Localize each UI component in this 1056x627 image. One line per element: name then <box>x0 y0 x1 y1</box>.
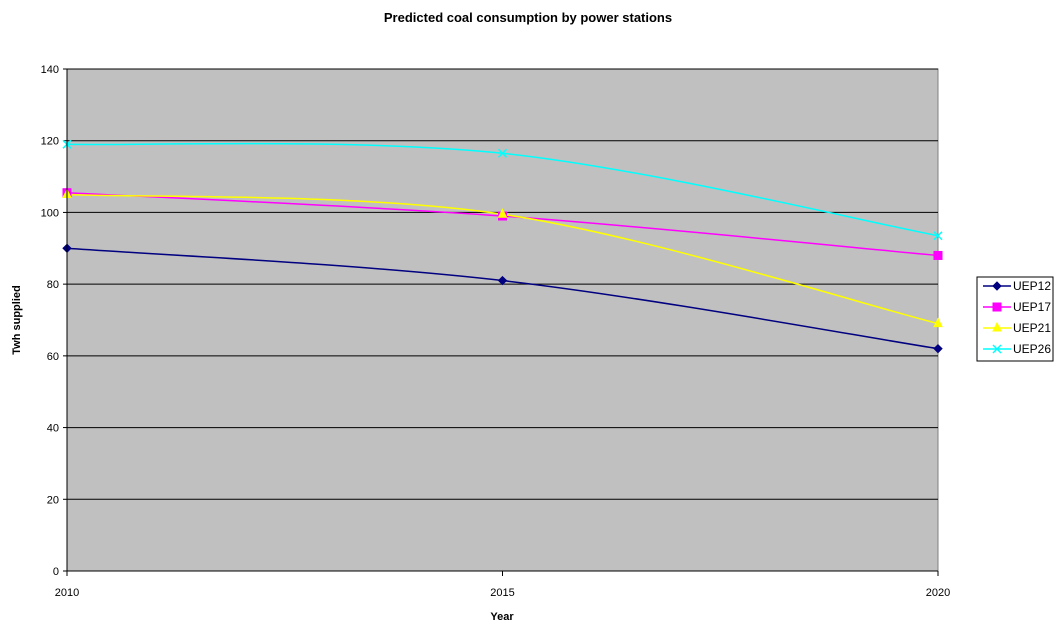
data-point-uep12 <box>933 343 943 354</box>
y-tick-label: 140 <box>41 64 59 76</box>
y-tick-label: 80 <box>47 279 59 291</box>
data-point-uep12 <box>497 275 508 286</box>
y-axis-title: Twh supplied <box>11 285 23 354</box>
x-axis-ticks: 2010 2015 2020 <box>55 571 950 599</box>
data-point-uep21 <box>933 317 943 328</box>
y-tick-label: 120 <box>41 136 59 148</box>
legend-marker-uep26 <box>992 344 1002 354</box>
y-axis-ticks: 0 20 40 60 80 100 120 140 <box>41 64 67 578</box>
data-point-uep17 <box>933 250 943 260</box>
legend-box <box>976 276 1054 362</box>
x-tick-label: 2020 <box>926 587 950 599</box>
legend-label-uep17: UEP17 <box>1013 300 1051 314</box>
chart-title: Predicted coal consumption by power stat… <box>384 10 672 25</box>
x-tick-label: 2015 <box>490 587 514 599</box>
legend-marker-uep12 <box>992 281 1002 291</box>
y-tick-label: 20 <box>47 494 59 506</box>
y-tick-label: 0 <box>53 566 59 578</box>
data-point-uep26 <box>497 148 508 158</box>
x-axis-title: Year <box>490 611 514 623</box>
legend: UEP12 UEP17 UEP21 UEP26 <box>976 276 1054 362</box>
legend-label-uep26: UEP26 <box>1013 342 1051 356</box>
legend-marker-uep17 <box>992 302 1002 312</box>
y-tick-label: 40 <box>47 423 59 435</box>
y-tick-label: 100 <box>41 207 59 219</box>
legend-label-uep21: UEP21 <box>1013 321 1051 335</box>
y-tick-label: 60 <box>47 351 59 363</box>
data-point-uep26 <box>933 231 943 241</box>
x-tick-label: 2010 <box>55 587 79 599</box>
data-point-uep21 <box>497 208 508 218</box>
legend-label-uep12: UEP12 <box>1013 279 1051 293</box>
legend-marker-uep21 <box>992 321 1002 332</box>
